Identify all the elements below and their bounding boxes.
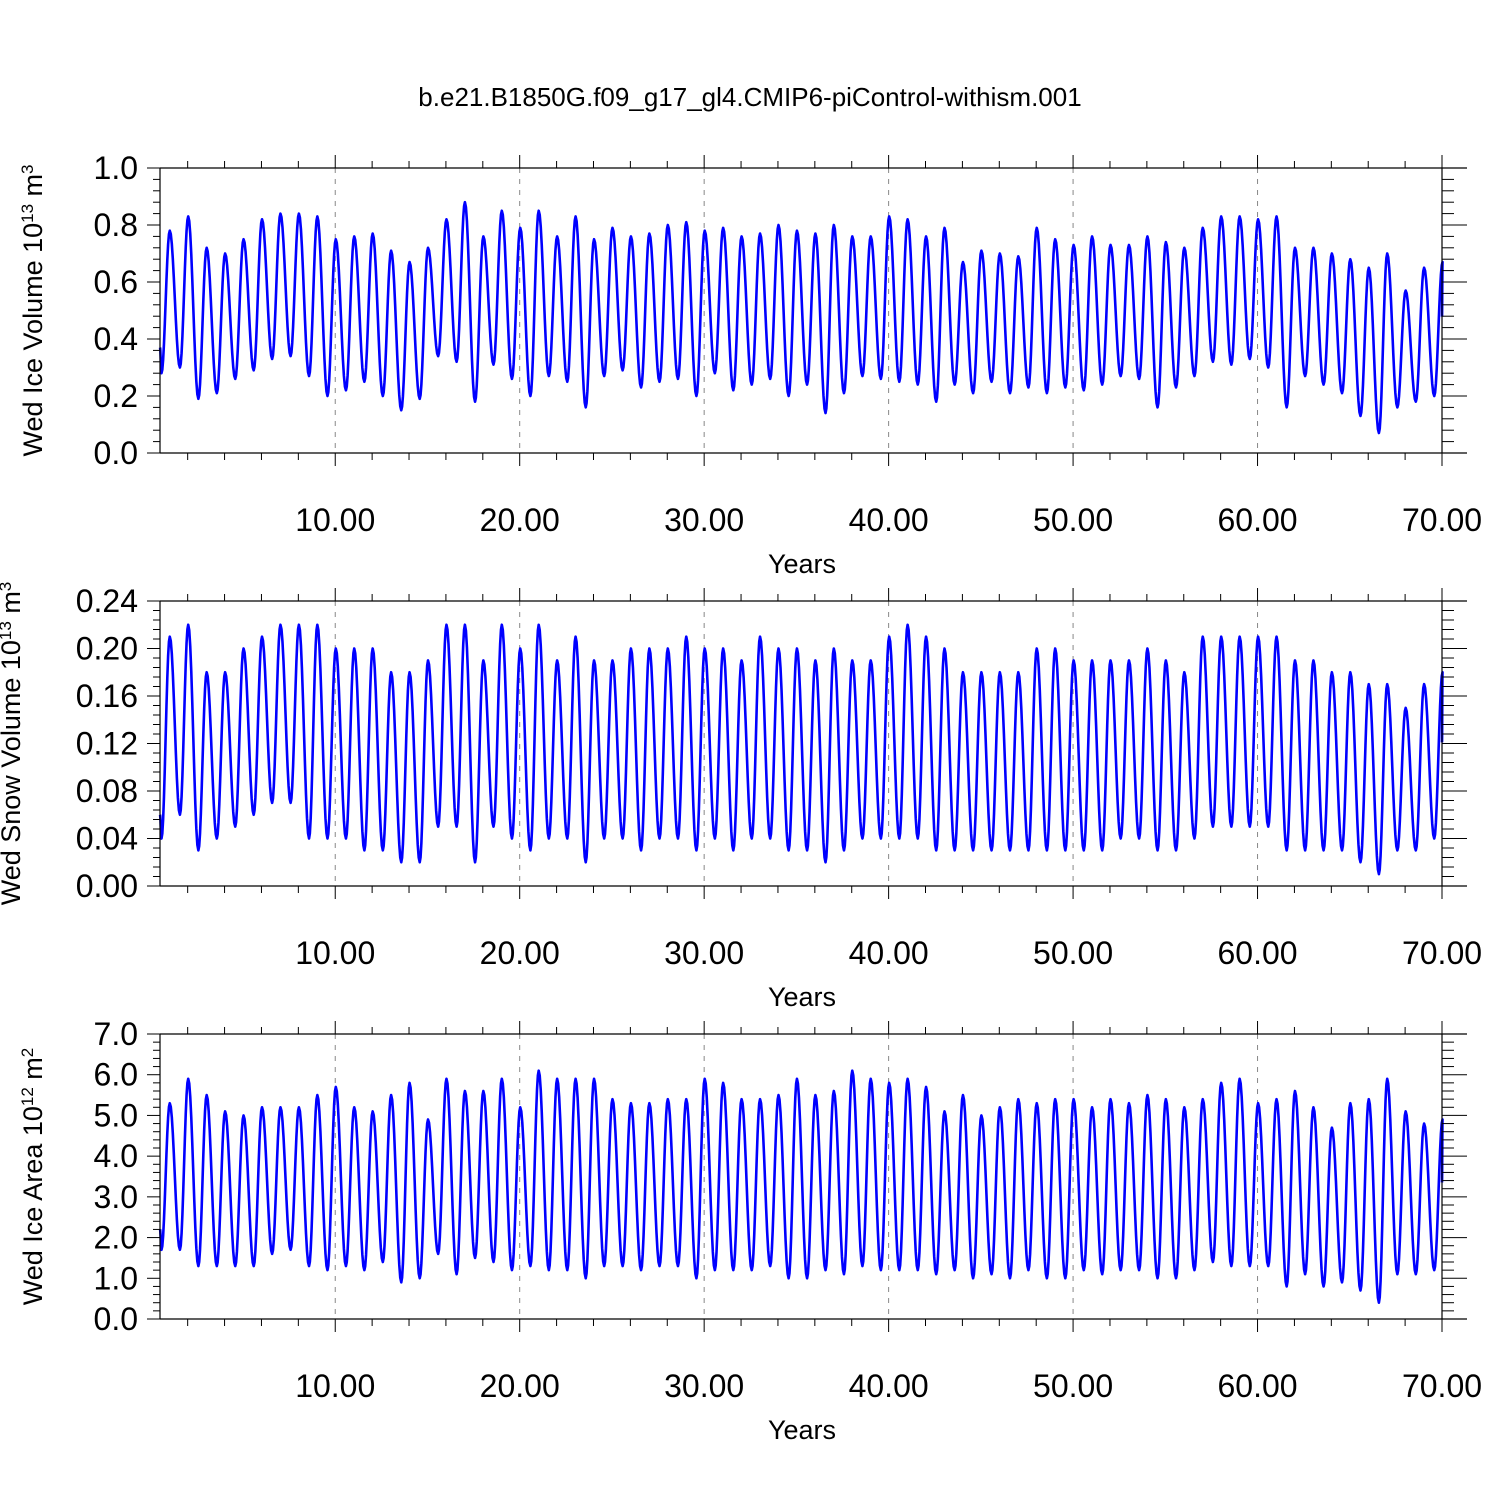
- panel-ice-volume: 10.00 20.00 30.00 40.00 50.00 60.00 70.00 Years…: [18, 150, 1482, 579]
- panel-ice-area: 10.00 20.00 30.00 40.00 50.00 60.00 70.00 Years…: [18, 1016, 1482, 1445]
- series-line: [158, 200, 1444, 435]
- y-tick-label: 0.2: [94, 378, 138, 414]
- y-tick-label: 0.12: [76, 726, 138, 762]
- x-tick-label: 60.00: [1218, 1368, 1298, 1404]
- y-tick-label: 0.16: [76, 678, 138, 714]
- x-tick-label: 30.00: [664, 1368, 744, 1404]
- x-tick-label: 60.00: [1218, 502, 1298, 538]
- x-tick-label: 20.00: [480, 502, 560, 538]
- y-tick-label: 0.20: [76, 631, 138, 667]
- x-tick-label: 20.00: [480, 1368, 560, 1404]
- x-tick-label: 10.00: [295, 935, 375, 971]
- x-tick-label: 30.00: [664, 502, 744, 538]
- y-tick-label: 1.0: [94, 1260, 138, 1296]
- x-tick-label: 70.00: [1402, 935, 1482, 971]
- y-tick-label: 7.0: [94, 1016, 138, 1052]
- y-tick-label: 5.0: [94, 1097, 138, 1133]
- y-tick-label: 0.0: [94, 1301, 138, 1337]
- x-tick-label: 70.00: [1402, 502, 1482, 538]
- y-tick-label: 1.0: [94, 150, 138, 186]
- x-axis-label: Years: [768, 549, 836, 579]
- y-tick-label: 0.24: [76, 583, 138, 619]
- x-tick-label: 40.00: [849, 935, 929, 971]
- figure-title: b.e21.B1850G.f09_g17_gl4.CMIP6-piControl…: [418, 82, 1081, 112]
- y-tick-label: 2.0: [94, 1220, 138, 1256]
- x-tick-label: 70.00: [1402, 1368, 1482, 1404]
- x-tick-label: 20.00: [480, 935, 560, 971]
- x-axis-label: Years: [768, 1415, 836, 1445]
- x-tick-label: 10.00: [295, 1368, 375, 1404]
- series-line: [158, 623, 1444, 876]
- y-axis-label: Wed Ice Area 1012 m2: [18, 1048, 48, 1306]
- y-tick-label: 3.0: [94, 1179, 138, 1215]
- y-tick-label: 0.00: [76, 868, 138, 904]
- y-tick-label: 0.0: [94, 435, 138, 471]
- y-tick-label: 0.08: [76, 773, 138, 809]
- y-tick-label: 0.8: [94, 207, 138, 243]
- x-tick-label: 50.00: [1033, 935, 1113, 971]
- x-tick-label: 40.00: [849, 502, 929, 538]
- x-tick-label: 50.00: [1033, 1368, 1113, 1404]
- x-tick-label: 40.00: [849, 1368, 929, 1404]
- y-axis-label: Wed Snow Volume 1013 m3: [0, 582, 26, 906]
- y-axis-label: Wed Ice Volume 1013 m3: [18, 164, 48, 456]
- x-axis-label: Years: [768, 982, 836, 1012]
- x-tick-label: 50.00: [1033, 502, 1113, 538]
- series-line: [158, 1069, 1444, 1305]
- x-tick-label: 60.00: [1218, 935, 1298, 971]
- y-tick-label: 4.0: [94, 1138, 138, 1174]
- x-tick-label: 10.00: [295, 502, 375, 538]
- y-tick-label: 0.4: [94, 321, 138, 357]
- panel-snow-volume: 10.00 20.00 30.00 40.00 50.00 60.00 70.00 Years…: [0, 582, 1482, 1012]
- x-tick-label: 30.00: [664, 935, 744, 971]
- y-tick-label: 0.6: [94, 264, 138, 300]
- y-tick-label: 0.04: [76, 821, 138, 857]
- y-tick-label: 6.0: [94, 1057, 138, 1093]
